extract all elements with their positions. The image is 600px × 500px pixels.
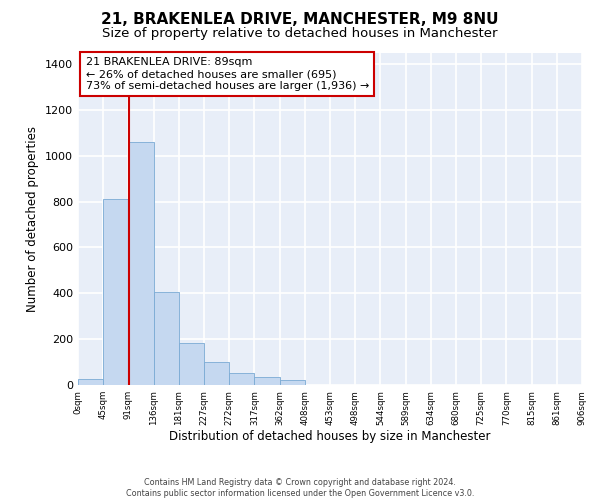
Bar bbox=[254, 377, 280, 385]
Text: 21, BRAKENLEA DRIVE, MANCHESTER, M9 8NU: 21, BRAKENLEA DRIVE, MANCHESTER, M9 8NU bbox=[101, 12, 499, 28]
Bar bbox=[103, 200, 128, 385]
Text: Size of property relative to detached houses in Manchester: Size of property relative to detached ho… bbox=[102, 28, 498, 40]
X-axis label: Distribution of detached houses by size in Manchester: Distribution of detached houses by size … bbox=[169, 430, 491, 444]
Bar bbox=[204, 362, 229, 385]
Bar bbox=[179, 342, 204, 385]
Y-axis label: Number of detached properties: Number of detached properties bbox=[26, 126, 40, 312]
Bar bbox=[280, 380, 305, 385]
Bar bbox=[78, 380, 103, 385]
Bar bbox=[229, 373, 254, 385]
Bar bbox=[128, 142, 154, 385]
Bar bbox=[154, 292, 179, 385]
Text: Contains HM Land Registry data © Crown copyright and database right 2024.
Contai: Contains HM Land Registry data © Crown c… bbox=[126, 478, 474, 498]
Text: 21 BRAKENLEA DRIVE: 89sqm
← 26% of detached houses are smaller (695)
73% of semi: 21 BRAKENLEA DRIVE: 89sqm ← 26% of detac… bbox=[86, 58, 369, 90]
